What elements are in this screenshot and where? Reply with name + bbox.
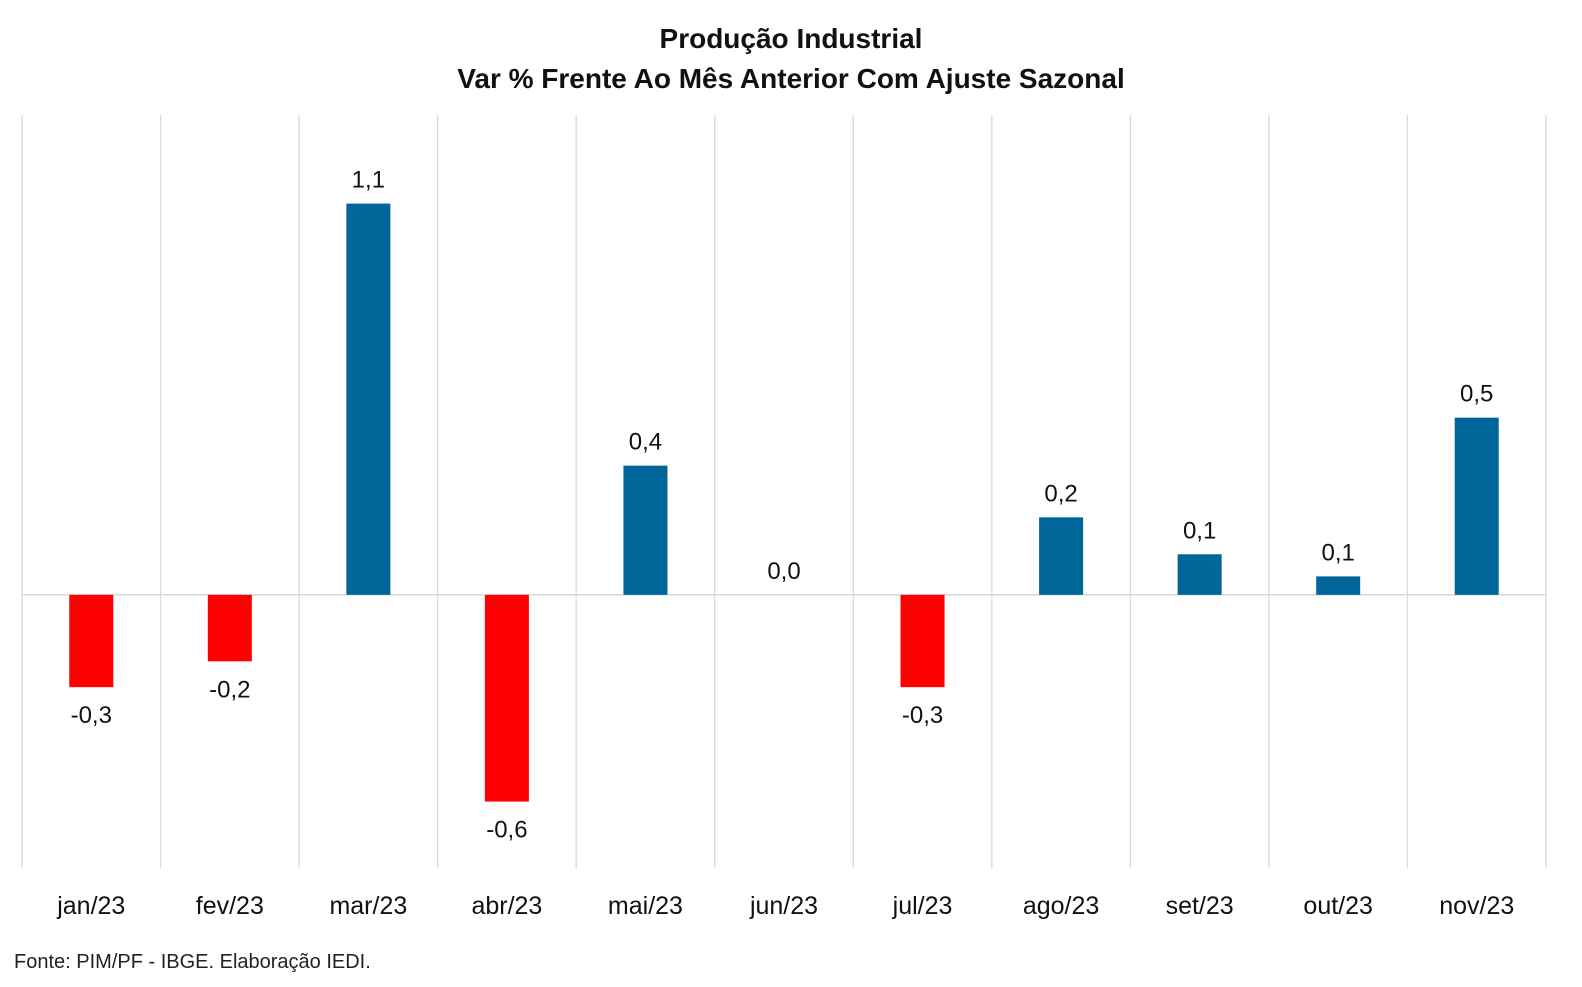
- grid-lines: [21, 115, 1547, 868]
- bar-jul-23: [900, 594, 945, 688]
- data-label: 0,1: [1183, 517, 1216, 544]
- chart-subtitle: Var % Frente Ao Mês Anterior Com Ajuste …: [457, 63, 1124, 94]
- x-tick-label: set/23: [1166, 892, 1234, 920]
- x-tick-label: ago/23: [1023, 892, 1099, 920]
- chart-title: Produção Industrial: [660, 23, 923, 54]
- data-label: 0,5: [1460, 381, 1493, 408]
- data-label: 0,1: [1321, 539, 1354, 566]
- data-label: 0,0: [767, 558, 800, 585]
- x-tick-label: abr/23: [471, 892, 542, 920]
- x-tick-label: jun/23: [749, 892, 818, 920]
- data-labels: -0,3 -0,2 1,1 -0,6 0,4 0,0 -0,3 0,2 0,1 0,1 0,5: [71, 167, 1494, 844]
- bar-abr-23: [484, 594, 529, 802]
- bar-out-23: [1316, 576, 1361, 595]
- data-label: -0,3: [71, 702, 112, 729]
- data-label: -0,6: [486, 817, 527, 844]
- data-label: 0,2: [1044, 480, 1077, 507]
- bar-mar-23: [346, 203, 391, 595]
- bars: [69, 203, 1499, 802]
- data-label: 0,4: [629, 429, 662, 456]
- bar-ago-23: [1039, 517, 1084, 595]
- x-tick-label: fev/23: [196, 892, 264, 920]
- x-tick-label: mar/23: [329, 892, 407, 920]
- data-label: -0,2: [209, 676, 250, 703]
- x-tick-label: out/23: [1303, 892, 1373, 920]
- x-tick-label: jul/23: [892, 892, 953, 920]
- bar-fev-23: [207, 594, 252, 662]
- x-axis-tick-labels: jan/23 fev/23 mar/23 abr/23 mai/23 jun/23 jul/…: [56, 892, 1514, 920]
- bar-nov-23: [1454, 417, 1499, 595]
- source-note: Fonte: PIM/PF - IBGE. Elaboração IEDI.: [14, 951, 371, 973]
- data-label: -0,3: [902, 702, 943, 729]
- bar-jan-23: [69, 594, 114, 688]
- x-tick-label: jan/23: [56, 892, 125, 920]
- bar-set-23: [1177, 554, 1222, 595]
- bar-mai-23: [623, 465, 668, 595]
- data-label: 1,1: [352, 167, 385, 194]
- x-tick-label: nov/23: [1439, 892, 1514, 920]
- x-tick-label: mai/23: [608, 892, 683, 920]
